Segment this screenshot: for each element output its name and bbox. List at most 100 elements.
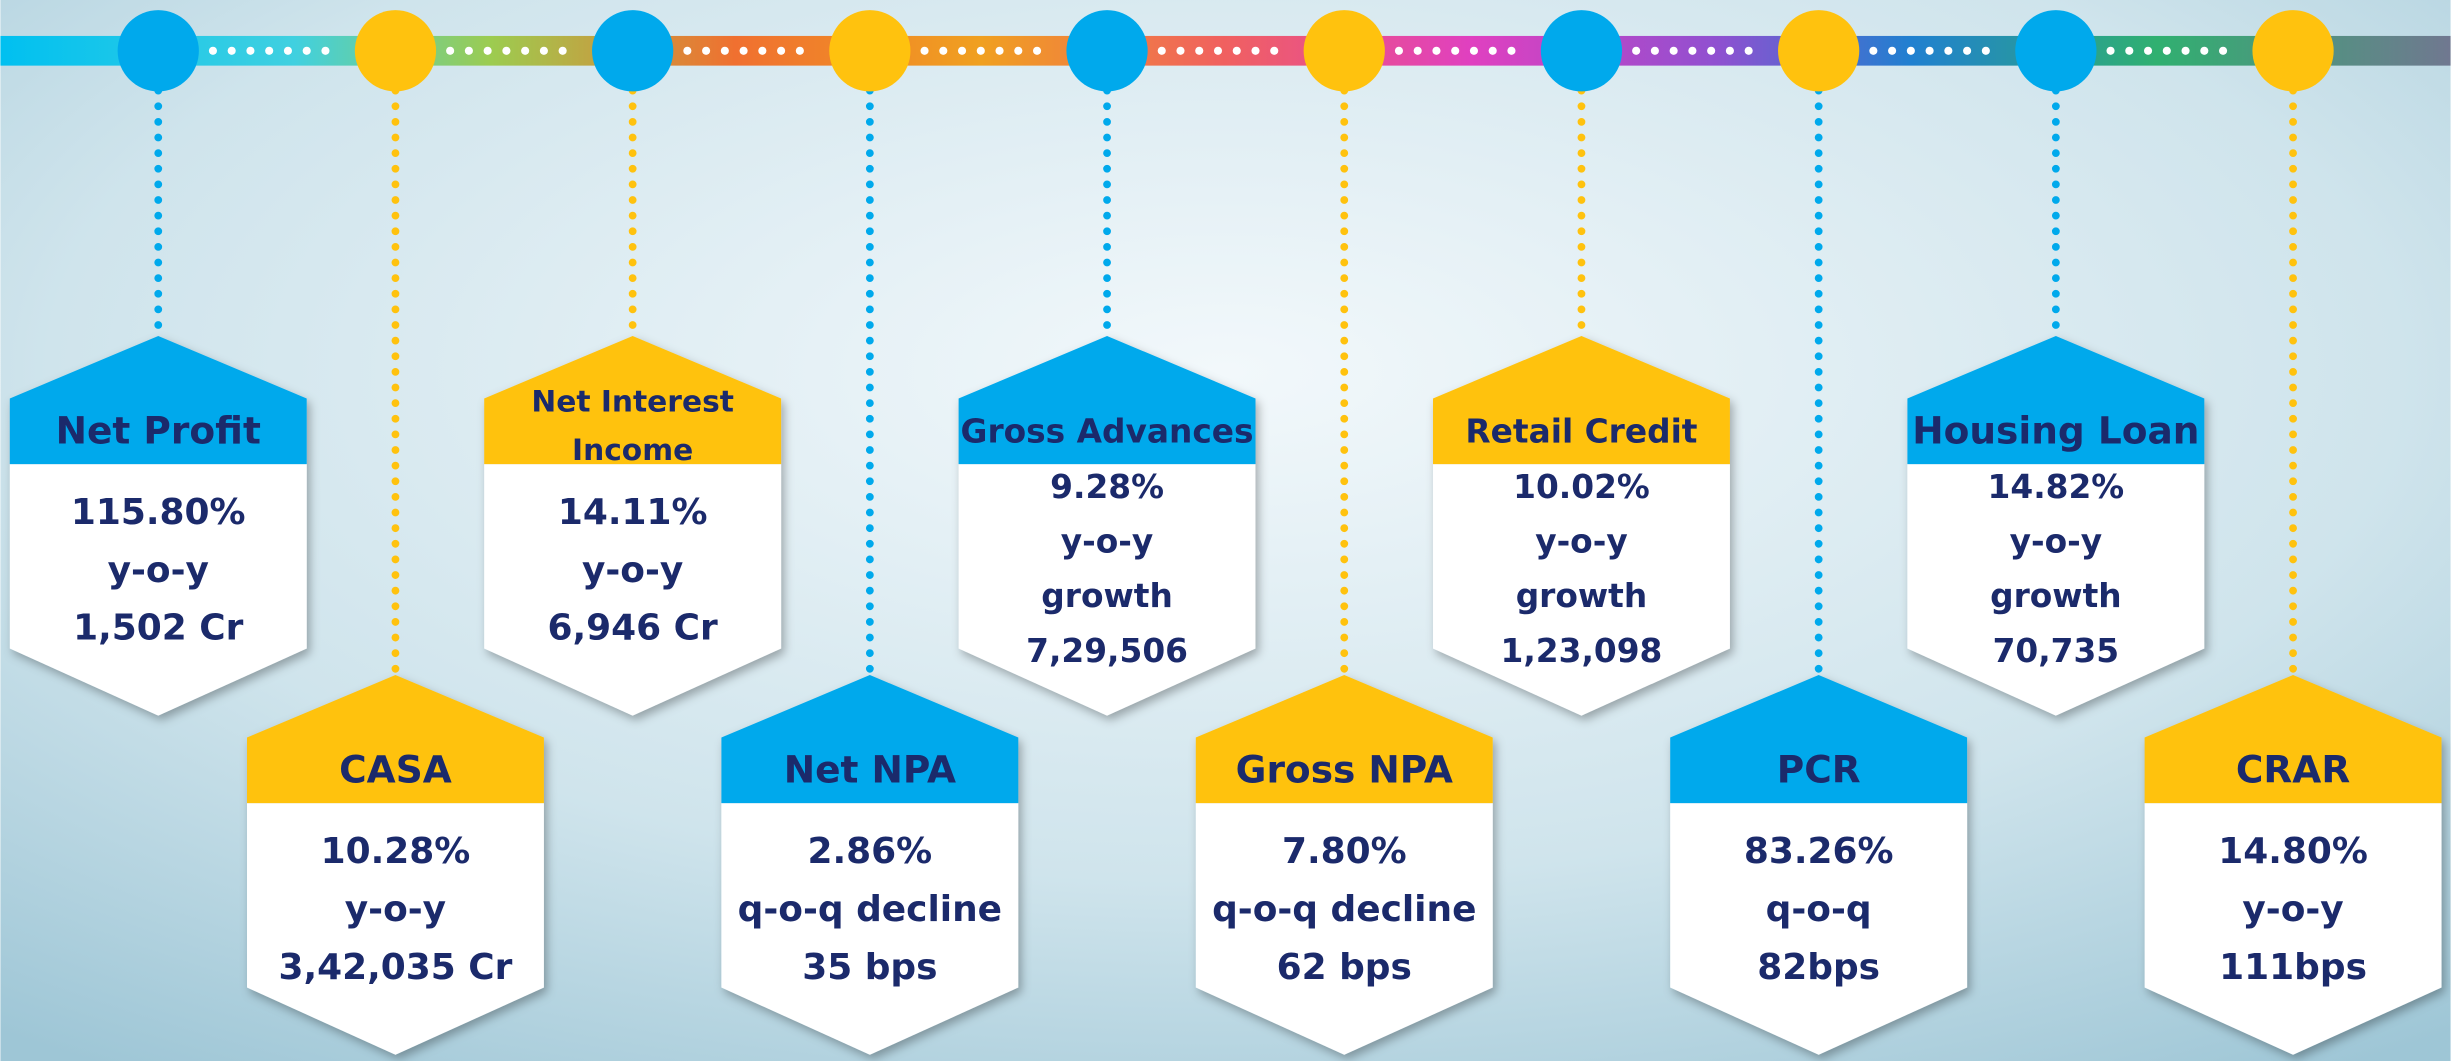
node-title: CASA bbox=[339, 747, 452, 791]
timeline-dot bbox=[283, 46, 293, 55]
timeline-dot bbox=[302, 46, 311, 55]
timeline-dot bbox=[1650, 46, 1659, 55]
timeline-dot bbox=[1195, 46, 1204, 55]
timeline-node bbox=[592, 10, 674, 92]
timeline-dot bbox=[558, 46, 567, 55]
timeline-dot bbox=[1925, 46, 1934, 55]
hexagon bbox=[1195, 675, 1493, 1055]
hexagon-header bbox=[958, 335, 1256, 465]
node-title: Income bbox=[572, 432, 693, 467]
node-value: 7.80% bbox=[1282, 831, 1407, 872]
timeline-dot bbox=[246, 46, 255, 55]
timeline-dot bbox=[539, 46, 548, 55]
node-value: y-o-y bbox=[108, 550, 209, 591]
timeline-node bbox=[1540, 10, 1623, 92]
node-value: 111bps bbox=[2219, 947, 2367, 988]
node-value: 1,502 Cr bbox=[73, 608, 243, 649]
node-value: q-o-q decline bbox=[738, 889, 1002, 930]
node-value: 6,946 Cr bbox=[548, 608, 718, 649]
hexagon-header bbox=[1433, 335, 1730, 465]
node-value: 2.86% bbox=[808, 831, 933, 872]
timeline-dot bbox=[1669, 46, 1678, 55]
node-title: Housing Loan bbox=[1912, 408, 2199, 452]
timeline-dot bbox=[1632, 46, 1641, 55]
timeline-dot bbox=[2181, 46, 2190, 55]
hexagon-header bbox=[9, 335, 307, 465]
node-value: 62 bps bbox=[1277, 947, 1412, 988]
timeline-dot bbox=[777, 46, 786, 55]
hexagon-header bbox=[1670, 675, 1968, 804]
timeline-dot bbox=[683, 46, 692, 55]
hexagon-body bbox=[9, 464, 307, 716]
timeline-dot bbox=[702, 46, 711, 55]
node-title: Gross NPA bbox=[1236, 747, 1453, 791]
hexagon bbox=[1907, 335, 2205, 716]
timeline-dot bbox=[208, 46, 218, 55]
hexagon bbox=[9, 335, 307, 716]
node-value: y-o-y bbox=[345, 889, 446, 930]
hexagon bbox=[1670, 675, 1968, 1055]
hexagon-body bbox=[1907, 464, 2205, 716]
timeline-dot bbox=[1888, 46, 1897, 55]
timeline-dot bbox=[1432, 46, 1441, 55]
node-value: 7,29,506 bbox=[1026, 632, 1188, 670]
timeline-dot bbox=[2162, 46, 2171, 55]
node-value: 82bps bbox=[1757, 947, 1880, 988]
timeline-dot bbox=[1963, 46, 1972, 55]
node-value: y-o-y bbox=[2242, 889, 2343, 930]
node-value: 35 bps bbox=[802, 947, 937, 988]
hexagon-body bbox=[721, 803, 1019, 1055]
node-title: Net Interest bbox=[531, 384, 734, 419]
timeline-dot bbox=[2106, 46, 2115, 55]
hexagon-body bbox=[958, 464, 1256, 716]
timeline-dot bbox=[1032, 46, 1042, 55]
node-value: 115.80% bbox=[71, 492, 246, 533]
hexagon-body bbox=[1670, 803, 1968, 1055]
node-value: y-o-y bbox=[1061, 523, 1154, 561]
timeline-dot bbox=[739, 46, 748, 55]
timeline-dot bbox=[2200, 46, 2209, 55]
node-value: 14.82% bbox=[1988, 468, 2125, 506]
timeline-dot bbox=[1157, 46, 1166, 55]
timeline-dot bbox=[1014, 46, 1023, 55]
timeline-dot bbox=[1232, 46, 1241, 55]
hexagon bbox=[1433, 335, 1730, 716]
node-value: 70,735 bbox=[1993, 632, 2120, 670]
timeline-dot bbox=[227, 46, 236, 55]
timeline-dot bbox=[939, 46, 948, 55]
timeline-dot bbox=[1744, 46, 1753, 55]
timeline-node bbox=[1066, 10, 1148, 92]
timeline-dot bbox=[502, 46, 511, 55]
timeline-dot bbox=[976, 46, 985, 55]
node-value: 3,42,035 Cr bbox=[279, 947, 513, 988]
node-value: 83.26% bbox=[1744, 831, 1894, 872]
timeline-dot bbox=[1176, 46, 1185, 55]
hexagon-body bbox=[247, 803, 544, 1055]
timeline-dot bbox=[758, 46, 767, 55]
timeline-dot bbox=[2125, 46, 2134, 55]
timeline-dot bbox=[1507, 46, 1516, 55]
node-title: PCR bbox=[1777, 747, 1861, 791]
node-value: 1,23,098 bbox=[1501, 632, 1663, 670]
timeline-dot bbox=[265, 46, 274, 55]
timeline-dot bbox=[995, 46, 1004, 55]
hexagon-header bbox=[2144, 675, 2442, 804]
hexagon-header bbox=[1907, 335, 2205, 465]
timeline-dot bbox=[1251, 46, 1260, 55]
hexagon-body bbox=[1433, 464, 1730, 716]
hexagon-body bbox=[484, 464, 782, 716]
hexagon-body bbox=[2144, 803, 2442, 1055]
node-value: growth bbox=[1041, 577, 1173, 615]
timeline-dot bbox=[2218, 46, 2228, 55]
node-value: 10.28% bbox=[321, 831, 471, 872]
timeline-dot bbox=[1869, 46, 1878, 55]
timeline-node bbox=[2015, 10, 2097, 92]
node-value: growth bbox=[1516, 577, 1648, 615]
timeline-dot bbox=[1413, 46, 1422, 55]
timeline-dot bbox=[1944, 46, 1953, 55]
timeline-dot bbox=[464, 46, 473, 55]
node-value: 14.80% bbox=[2218, 831, 2368, 872]
timeline-node bbox=[2252, 10, 2334, 92]
timeline-dot bbox=[446, 46, 455, 55]
